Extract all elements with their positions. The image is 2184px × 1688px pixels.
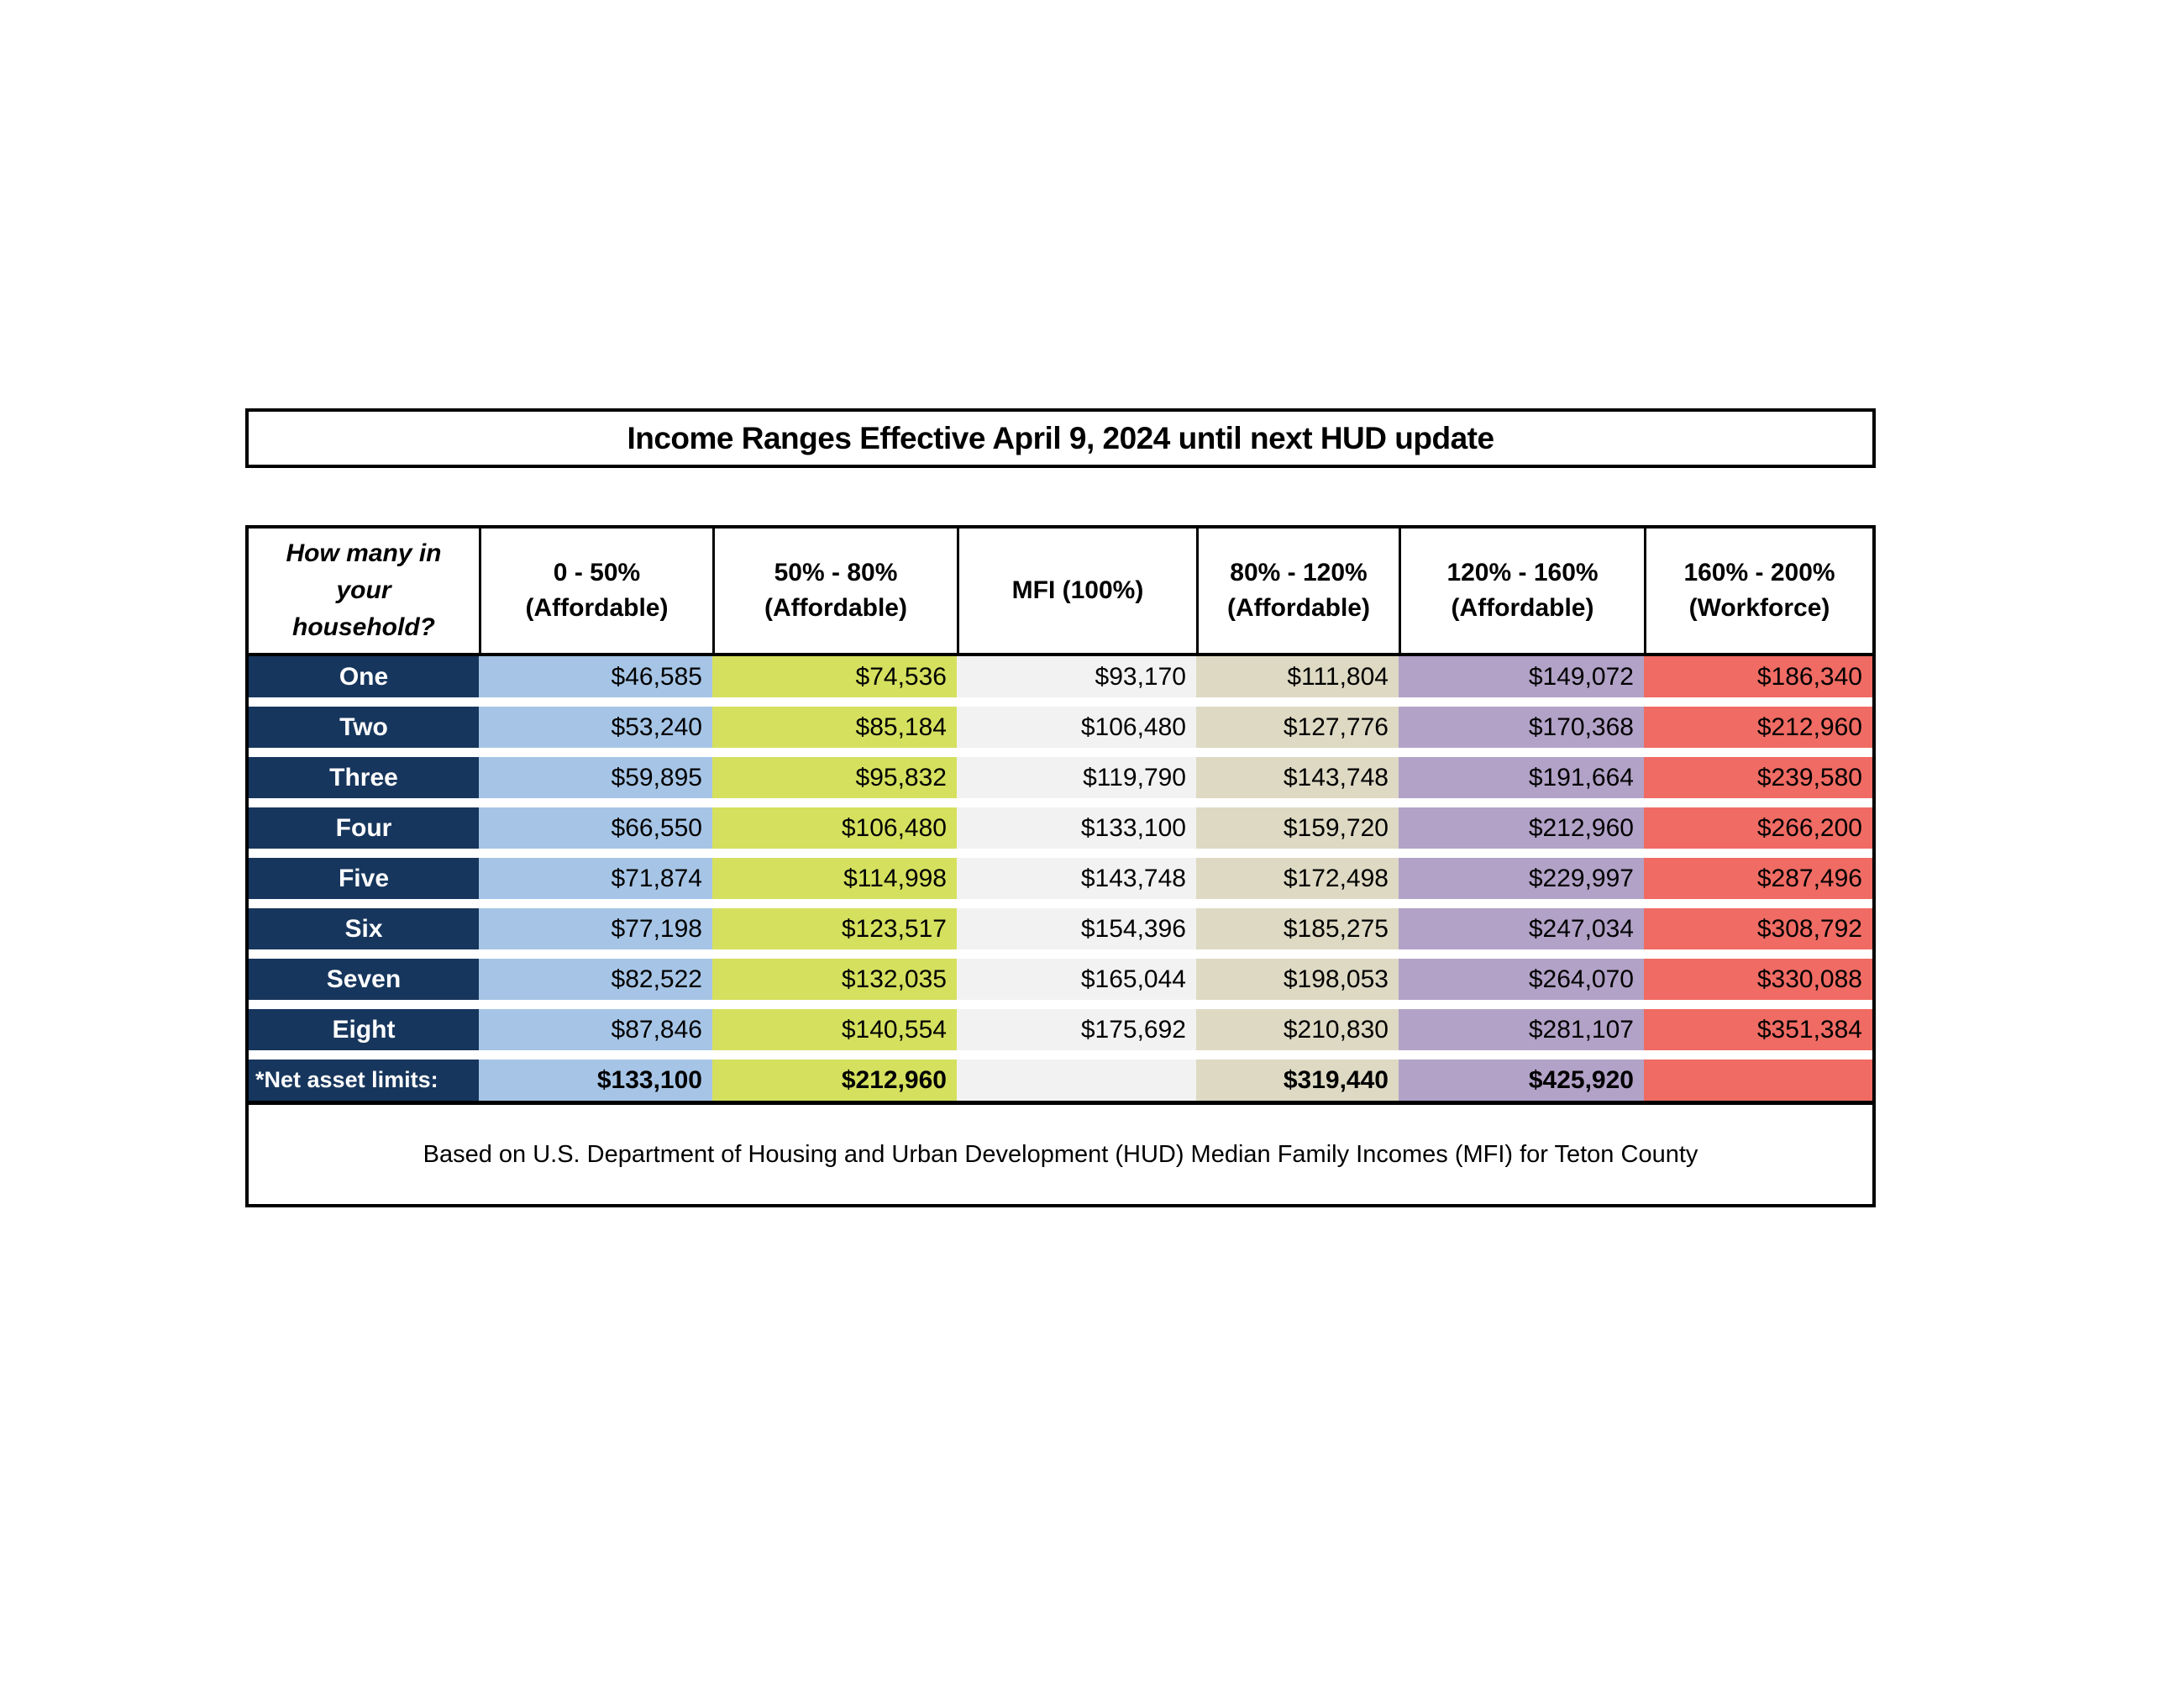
income-cell: $133,100: [957, 807, 1196, 849]
table-row: One $46,585 $74,536 $93,170 $111,804 $14…: [249, 656, 1872, 697]
income-cell: $247,034: [1399, 908, 1644, 949]
table-row: Four $66,550 $106,480 $133,100 $159,720 …: [249, 807, 1872, 849]
row-label: Eight: [249, 1009, 479, 1050]
divider-line: [249, 1101, 1872, 1105]
header-row: How many in your household? 0 - 50% (Aff…: [249, 528, 1872, 656]
income-cell: $287,496: [1644, 858, 1872, 899]
income-cell: $165,044: [957, 959, 1196, 1000]
income-cell: $170,368: [1399, 707, 1644, 748]
net-asset-cell: $133,100: [479, 1060, 712, 1101]
income-cell: $106,480: [712, 807, 957, 849]
header-tier: (Affordable): [764, 594, 907, 622]
income-cell: $143,748: [1196, 757, 1399, 798]
table-row: Two $53,240 $85,184 $106,480 $127,776 $1…: [249, 707, 1872, 748]
income-cell: $114,998: [712, 858, 957, 899]
income-cell: $106,480: [957, 707, 1196, 748]
income-cell: $46,585: [479, 656, 712, 697]
income-cell: $119,790: [957, 757, 1196, 798]
header-range: 120% - 160%: [1446, 559, 1599, 586]
header-tier: (Affordable): [525, 594, 669, 622]
header-tier: (Affordable): [1451, 594, 1594, 622]
header-col-0-50: 0 - 50% (Affordable): [479, 528, 712, 653]
income-cell: $172,498: [1196, 858, 1399, 899]
income-cell: $281,107: [1399, 1009, 1644, 1050]
income-cell: $140,554: [712, 1009, 957, 1050]
net-asset-label: *Net asset limits:: [249, 1060, 479, 1101]
income-cell: $93,170: [957, 656, 1196, 697]
income-cell: $127,776: [1196, 707, 1399, 748]
income-cell: $95,832: [712, 757, 957, 798]
net-asset-cell: [1644, 1060, 1872, 1101]
row-label: One: [249, 656, 479, 697]
header-range: 50% - 80%: [774, 559, 898, 586]
income-cell: $264,070: [1399, 959, 1644, 1000]
net-asset-limits-row: *Net asset limits: $133,100 $212,960 $31…: [249, 1060, 1872, 1101]
net-asset-cell: [957, 1060, 1196, 1101]
income-cell: $308,792: [1644, 908, 1872, 949]
income-cell: $71,874: [479, 858, 712, 899]
income-cell: $77,198: [479, 908, 712, 949]
income-cell: $53,240: [479, 707, 712, 748]
income-cell: $212,960: [1644, 707, 1872, 748]
income-cell: $74,536: [712, 656, 957, 697]
row-label: Six: [249, 908, 479, 949]
net-asset-cell: $212,960: [712, 1060, 957, 1101]
income-cell: $239,580: [1644, 757, 1872, 798]
header-col-50-80: 50% - 80% (Affordable): [712, 528, 957, 653]
income-cell: $111,804: [1196, 656, 1399, 697]
income-cell: $266,200: [1644, 807, 1872, 849]
row-label: Five: [249, 858, 479, 899]
income-cell: $191,664: [1399, 757, 1644, 798]
header-col-160-200: 160% - 200% (Workforce): [1644, 528, 1872, 653]
header-tier: (Workforce): [1688, 594, 1830, 622]
net-asset-cell: $319,440: [1196, 1060, 1399, 1101]
header-range: 160% - 200%: [1683, 559, 1835, 586]
row-label: Four: [249, 807, 479, 849]
net-asset-cell: $425,920: [1399, 1060, 1644, 1101]
income-cell: $149,072: [1399, 656, 1644, 697]
page-title: Income Ranges Effective April 9, 2024 un…: [627, 420, 1494, 455]
income-cell: $186,340: [1644, 656, 1872, 697]
table-row: Five $71,874 $114,998 $143,748 $172,498 …: [249, 858, 1872, 899]
income-cell: $143,748: [957, 858, 1196, 899]
table-row: Six $77,198 $123,517 $154,396 $185,275 $…: [249, 908, 1872, 949]
income-cell: $351,384: [1644, 1009, 1872, 1050]
header-col-80-120: 80% - 120% (Affordable): [1196, 528, 1399, 653]
income-cell: $175,692: [957, 1009, 1196, 1050]
income-cell: $123,517: [712, 908, 957, 949]
income-cell: $185,275: [1196, 908, 1399, 949]
income-cell: $82,522: [479, 959, 712, 1000]
table-row: Eight $87,846 $140,554 $175,692 $210,830…: [249, 1009, 1872, 1050]
table-row: Three $59,895 $95,832 $119,790 $143,748 …: [249, 757, 1872, 798]
income-cell: $330,088: [1644, 959, 1872, 1000]
header-col-mfi: MFI (100%): [957, 528, 1196, 653]
income-cell: $229,997: [1399, 858, 1644, 899]
income-cell: $159,720: [1196, 807, 1399, 849]
income-cell: $154,396: [957, 908, 1196, 949]
row-label: Seven: [249, 959, 479, 1000]
income-cell: $212,960: [1399, 807, 1644, 849]
table-row: Seven $82,522 $132,035 $165,044 $198,053…: [249, 959, 1872, 1000]
income-cell: $87,846: [479, 1009, 712, 1050]
income-table: How many in your household? 0 - 50% (Aff…: [245, 525, 1876, 1207]
title-box: Income Ranges Effective April 9, 2024 un…: [245, 408, 1876, 468]
income-cell: $210,830: [1196, 1009, 1399, 1050]
income-cell: $59,895: [479, 757, 712, 798]
footer-area: Based on U.S. Department of Housing and …: [249, 1105, 1872, 1204]
income-cell: $66,550: [479, 807, 712, 849]
income-cell: $85,184: [712, 707, 957, 748]
table-body: One $46,585 $74,536 $93,170 $111,804 $14…: [249, 656, 1872, 1101]
header-household: How many in your household?: [249, 528, 479, 653]
header-range: MFI (100%): [1011, 576, 1144, 604]
income-cell: $132,035: [712, 959, 957, 1000]
header-range: 0 - 50%: [553, 559, 641, 586]
row-label: Three: [249, 757, 479, 798]
header-col-120-160: 120% - 160% (Affordable): [1399, 528, 1644, 653]
header-tier: (Affordable): [1227, 594, 1370, 622]
income-cell: $198,053: [1196, 959, 1399, 1000]
source-note: Based on U.S. Department of Housing and …: [423, 1140, 1698, 1168]
header-range: 80% - 120%: [1230, 559, 1368, 586]
row-label: Two: [249, 707, 479, 748]
